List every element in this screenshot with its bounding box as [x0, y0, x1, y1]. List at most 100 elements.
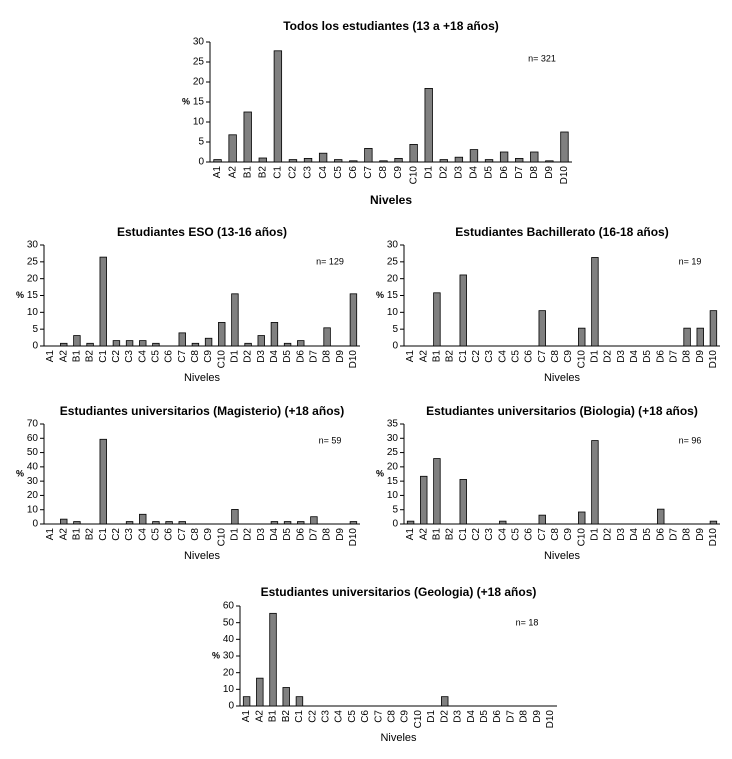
bar: [469, 149, 479, 163]
bar: [439, 159, 448, 163]
bar: [99, 256, 107, 347]
x-axis-label: Niveles: [380, 732, 417, 744]
bar: [349, 160, 358, 163]
x-tick-label: B2: [445, 350, 456, 363]
y-tick-label: 25: [387, 256, 399, 267]
x-tick-label: D3: [616, 528, 627, 541]
x-tick-label: C5: [333, 166, 344, 179]
x-tick-label: D2: [243, 528, 254, 541]
bar: [288, 159, 298, 163]
annotation: n= 129: [316, 256, 344, 266]
bar: [283, 342, 292, 347]
x-tick-label: C2: [471, 350, 482, 363]
bar: [709, 520, 718, 525]
y-tick-label: 0: [32, 519, 38, 530]
x-tick-label: A1: [405, 350, 416, 363]
x-tick-label: C3: [124, 350, 135, 363]
bar: [86, 342, 94, 347]
bar: [499, 520, 507, 525]
chart-title: Estudiantes universitarios (Biologia) (+…: [426, 404, 698, 418]
bar: [578, 327, 586, 347]
bar: [125, 340, 134, 347]
x-tick-label: D4: [629, 528, 640, 541]
x-tick-label: D10: [559, 166, 570, 185]
x-tick-label: D2: [438, 166, 449, 179]
x-axis-label: Niveles: [370, 193, 412, 207]
x-tick-label: D9: [335, 350, 346, 363]
y-tick-label: 30: [27, 240, 39, 251]
x-tick-label: C2: [307, 710, 318, 723]
bar: [152, 521, 160, 525]
y-tick-label: 50: [27, 447, 39, 458]
x-tick-label: D9: [544, 166, 555, 179]
x-tick-label: C1: [294, 710, 305, 723]
x-tick-label: D7: [669, 350, 680, 363]
x-tick-label: D8: [519, 710, 530, 723]
bar: [213, 159, 222, 163]
y-tick-label: 20: [223, 667, 235, 678]
x-tick-label: D7: [669, 528, 680, 541]
x-tick-label: C4: [497, 528, 508, 541]
x-tick-label: A1: [405, 528, 416, 541]
x-tick-label: C4: [497, 350, 508, 363]
x-tick-label: A1: [45, 528, 56, 541]
bar: [323, 327, 331, 347]
x-tick-label: D6: [499, 166, 510, 179]
bar: [515, 157, 524, 163]
x-tick-label: D9: [695, 528, 706, 541]
x-tick-label: D3: [453, 710, 464, 723]
chart-title: Estudiantes ESO (13-16 años): [117, 225, 287, 239]
x-tick-label: D6: [492, 710, 503, 723]
y-tick-label: 25: [27, 256, 39, 267]
x-tick-label: B1: [432, 528, 443, 541]
x-tick-label: C5: [151, 350, 162, 363]
x-tick-label: D10: [708, 528, 719, 547]
x-tick-label: D2: [243, 350, 254, 363]
x-tick-label: B2: [257, 166, 268, 179]
x-tick-label: C5: [151, 528, 162, 541]
x-tick-label: B2: [445, 528, 456, 541]
x-tick-label: C10: [216, 528, 227, 547]
x-tick-label: C4: [334, 710, 345, 723]
bar: [683, 327, 691, 347]
y-tick-label: 30: [223, 651, 235, 662]
x-tick-label: D8: [529, 166, 540, 179]
y-tick-label: 5: [392, 504, 398, 515]
y-axis-label: %: [376, 468, 384, 478]
x-tick-label: D9: [335, 528, 346, 541]
bar: [269, 612, 277, 707]
y-axis-label: %: [182, 96, 190, 106]
y-tick-label: 5: [32, 324, 38, 335]
x-tick-label: D4: [269, 528, 280, 541]
x-tick-label: D5: [484, 166, 495, 179]
y-tick-label: 30: [27, 476, 39, 487]
bar: [433, 458, 441, 525]
y-tick-label: 20: [27, 490, 39, 501]
x-tick-label: C5: [347, 710, 358, 723]
y-tick-label: 10: [223, 684, 235, 695]
x-tick-label: C7: [363, 166, 374, 179]
x-tick-label: A1: [241, 710, 252, 723]
y-tick-label: 0: [198, 157, 204, 168]
bar: [178, 521, 186, 525]
x-tick-label: C3: [484, 528, 495, 541]
x-tick-label: D2: [603, 528, 614, 541]
bar: [295, 696, 304, 707]
bar: [409, 143, 418, 163]
x-tick-label: C8: [387, 710, 398, 723]
x-tick-label: C1: [98, 350, 109, 363]
x-tick-label: C6: [164, 350, 175, 363]
x-tick-label: A1: [212, 166, 223, 179]
bar: [406, 520, 415, 525]
bar: [538, 514, 546, 525]
bar: [560, 131, 569, 163]
y-tick-label: 40: [223, 634, 235, 645]
y-tick-label: 35: [387, 419, 399, 430]
x-tick-label: B1: [432, 350, 443, 363]
bar: [152, 342, 160, 347]
bar: [283, 521, 292, 525]
bar: [270, 521, 279, 525]
y-tick-label: 60: [223, 601, 235, 612]
x-tick-label: D8: [682, 350, 693, 363]
bar: [273, 50, 283, 163]
